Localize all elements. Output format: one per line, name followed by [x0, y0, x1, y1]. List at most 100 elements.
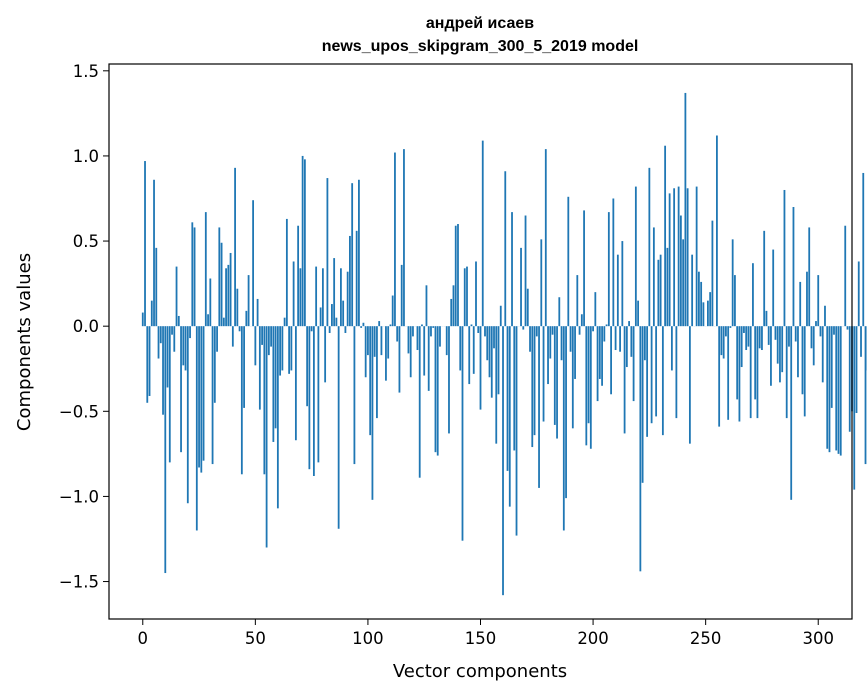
bar — [731, 239, 734, 327]
bar — [337, 326, 340, 529]
bar — [497, 326, 500, 395]
x-tick-label: 50 — [245, 629, 266, 648]
bar — [625, 326, 628, 368]
bar — [616, 254, 619, 327]
bar — [457, 224, 459, 327]
bar — [484, 326, 486, 337]
bar — [799, 281, 802, 327]
bar — [571, 326, 574, 429]
bar — [752, 263, 754, 327]
bar — [632, 326, 635, 402]
bar — [267, 326, 270, 356]
bar — [794, 326, 797, 342]
bar — [540, 239, 543, 327]
bar — [839, 326, 842, 456]
bar — [639, 326, 642, 572]
bar — [598, 326, 601, 379]
bar — [326, 178, 329, 327]
y-tick-label: −1.0 — [59, 487, 99, 506]
bar — [294, 326, 297, 441]
bar — [409, 326, 412, 378]
bar — [830, 326, 833, 408]
bar — [673, 188, 676, 327]
bar — [144, 161, 146, 327]
bar — [153, 179, 155, 327]
bar — [371, 326, 374, 500]
bar — [779, 326, 781, 383]
bar — [360, 326, 363, 328]
bar — [535, 326, 538, 337]
bar — [619, 326, 621, 352]
bar — [643, 326, 646, 361]
bar — [450, 298, 453, 327]
bar — [376, 326, 378, 419]
x-tick-label: 0 — [138, 629, 149, 648]
bar — [310, 326, 313, 332]
bar — [177, 315, 180, 327]
bar — [385, 326, 387, 381]
bar — [216, 326, 218, 352]
y-tick-label: −1.5 — [59, 573, 99, 592]
bar — [745, 326, 748, 351]
bar — [610, 326, 612, 395]
bar — [207, 314, 209, 327]
bar — [806, 271, 808, 327]
bar — [466, 266, 468, 327]
bar — [173, 326, 176, 352]
bar — [655, 326, 658, 417]
bar — [740, 326, 743, 368]
bar — [585, 326, 588, 446]
bar — [315, 266, 318, 327]
bar — [362, 322, 365, 327]
bar — [245, 310, 248, 327]
bar — [682, 239, 685, 327]
bar — [506, 326, 509, 471]
bar — [567, 196, 570, 327]
bar — [432, 326, 435, 328]
bar — [407, 326, 410, 354]
bar — [668, 193, 671, 327]
bar — [317, 326, 320, 463]
bar — [664, 145, 667, 327]
bar — [666, 247, 669, 327]
bar — [855, 326, 858, 414]
bar — [231, 326, 234, 347]
bar — [743, 326, 745, 333]
bar — [499, 305, 502, 327]
bar — [229, 252, 232, 327]
bar — [828, 326, 831, 453]
bar — [391, 295, 394, 327]
bar — [186, 326, 189, 504]
bar — [331, 304, 333, 327]
bar — [162, 326, 164, 415]
bar — [727, 326, 730, 420]
bar — [195, 326, 198, 531]
y-axis-label: Components values — [14, 253, 35, 431]
bar — [565, 326, 567, 499]
bar — [522, 326, 525, 330]
bar — [515, 326, 518, 536]
bar — [810, 326, 813, 349]
bar — [758, 326, 761, 349]
bar — [479, 326, 482, 410]
bar — [819, 326, 822, 337]
bar — [569, 326, 572, 352]
bar — [553, 326, 556, 425]
bar — [524, 215, 527, 327]
bar — [833, 326, 835, 335]
bar — [864, 326, 867, 465]
bar — [580, 314, 583, 327]
bar — [502, 326, 504, 596]
bar — [754, 326, 757, 400]
bar — [155, 247, 158, 327]
bar — [475, 261, 477, 327]
bar — [803, 326, 806, 417]
x-tick-label: 100 — [352, 629, 384, 648]
bar — [628, 321, 630, 327]
bar — [709, 292, 712, 327]
bar — [175, 266, 178, 327]
bar — [141, 312, 144, 327]
bar — [675, 326, 678, 419]
bar — [364, 326, 367, 378]
